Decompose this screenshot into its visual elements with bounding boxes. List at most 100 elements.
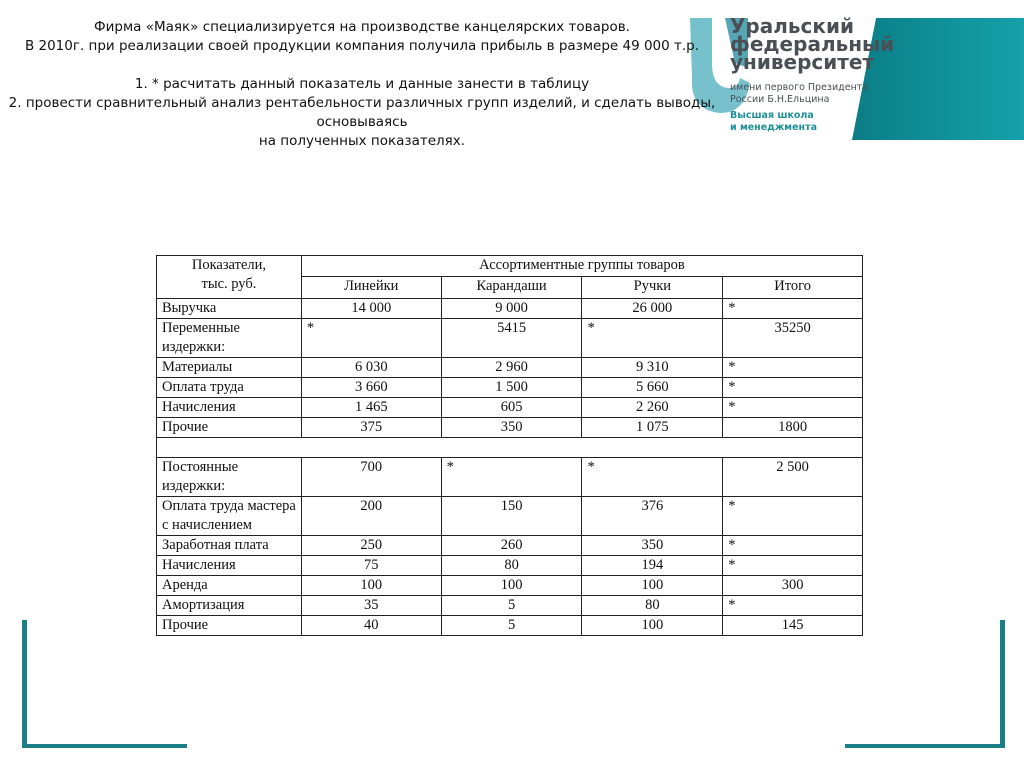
cell: 6 030 (300, 357, 442, 378)
cell: * (722, 377, 863, 398)
row-label: Постоянные издержки: (156, 457, 302, 497)
title-line (8, 56, 716, 75)
row-label: Аренда (156, 575, 302, 596)
cell: 35 (300, 595, 442, 616)
cell: 100 (300, 575, 442, 596)
task-1: 1. * расчитать данный показатель и данны… (134, 76, 590, 92)
table-row: Заработная плата 250 260 350 * (156, 535, 863, 556)
cell: 1 465 (300, 397, 442, 418)
cell: 194 (581, 555, 724, 576)
cell: 200 (300, 496, 442, 536)
header-text: Показатели, (191, 257, 267, 273)
logo-text: федеральный (730, 32, 895, 56)
cell: * (722, 357, 863, 378)
table-row: Аренда 100 100 100 300 (156, 575, 863, 596)
column-header: Ручки (581, 276, 724, 299)
cell: 5 660 (581, 377, 724, 398)
row-label: Выручка (156, 298, 302, 319)
header-row-label: Показатели, тыс. руб. (156, 255, 302, 299)
cell: * (300, 318, 442, 358)
title-line: Фирма «Маяк» специализируется на произво… (94, 19, 630, 35)
row-label: Заработная плата (156, 535, 302, 556)
cell: 605 (440, 397, 583, 418)
cell: 250 (300, 535, 442, 556)
row-label: Оплата труда мастера с начислением (156, 496, 302, 536)
row-label: Материалы (156, 357, 302, 378)
table-row: Прочие 375 350 1 075 1800 (156, 417, 863, 438)
corner-bracket-left (22, 620, 187, 748)
cell: 75 (300, 555, 442, 576)
cost-table: Показатели, тыс. руб. Ассортиментные гру… (156, 255, 864, 636)
cell: 9 000 (440, 298, 583, 319)
cell: * (722, 555, 863, 576)
cell: 2 500 (722, 457, 863, 497)
cell: 100 (581, 615, 724, 636)
table-row: Постоянные издержки: 700 * * 2 500 (156, 457, 863, 497)
cell: 1800 (722, 417, 863, 438)
row-label: Прочие (156, 615, 302, 636)
cell: 260 (440, 535, 583, 556)
cell: * (722, 298, 863, 319)
slide-title: Фирма «Маяк» специализируется на произво… (8, 18, 716, 151)
header-text: тыс. руб. (201, 276, 257, 292)
row-label: Начисления (156, 555, 302, 576)
row-label: Амортизация (156, 595, 302, 616)
cell: 26 000 (581, 298, 724, 319)
table-row: Переменные издержки: * 5415 * 35250 (156, 318, 863, 358)
cell: 1 075 (581, 417, 724, 438)
cell: 3 660 (300, 377, 442, 398)
header-group: Ассортиментные группы товаров (300, 255, 864, 277)
cell: 80 (581, 595, 724, 616)
table-row: Начисления 1 465 605 2 260 * (156, 397, 863, 418)
column-header: Карандаши (440, 276, 583, 299)
cell: 5 (440, 615, 583, 636)
column-header: Итого (722, 276, 863, 299)
logo-band (852, 18, 1024, 140)
cell: 375 (300, 417, 442, 438)
cell: 150 (440, 496, 583, 536)
title-line: В 2010г. при реализации своей продукции … (24, 38, 700, 54)
row-label: Прочие (156, 417, 302, 438)
cell: 100 (581, 575, 724, 596)
blank-row (156, 437, 863, 458)
cell: * (722, 535, 863, 556)
cell: 2 960 (440, 357, 583, 378)
table-row: Амортизация 35 5 80 * (156, 595, 863, 616)
cell: 5415 (440, 318, 583, 358)
cell: * (581, 318, 724, 358)
column-header: Линейки (300, 276, 442, 299)
corner-bracket-right (845, 620, 1005, 748)
cell: 40 (300, 615, 442, 636)
table-row: Материалы 6 030 2 960 9 310 * (156, 357, 863, 378)
cell: 1 500 (440, 377, 583, 398)
logo-text: России Б.Н.Ельцина (730, 94, 830, 105)
logo-text: Высшая школа (730, 110, 814, 121)
cell: 2 260 (581, 397, 724, 418)
cell: 80 (440, 555, 583, 576)
cell: 14 000 (300, 298, 442, 319)
table-row: Прочие 40 5 100 145 (156, 615, 863, 636)
table-row (156, 437, 863, 458)
logo-text: университет (730, 50, 875, 74)
logo-text: имени первого Президента (730, 82, 869, 93)
logo-text: Уральский (730, 14, 854, 38)
university-logo (690, 14, 750, 124)
task-2: 2. провести сравнительный анализ рентабе… (8, 95, 716, 130)
cell: * (722, 595, 863, 616)
table-row: Начисления 75 80 194 * (156, 555, 863, 576)
cell: * (440, 457, 583, 497)
task-2-cont: на полученных показателях. (258, 133, 466, 149)
cell: 376 (581, 496, 724, 536)
logo-text: и менеджмента (730, 122, 817, 133)
row-label: Оплата труда (156, 377, 302, 398)
table-row: Оплата труда 3 660 1 500 5 660 * (156, 377, 863, 398)
row-label: Переменные издержки: (156, 318, 302, 358)
cell: 350 (581, 535, 724, 556)
row-label: Начисления (156, 397, 302, 418)
cell: 35250 (722, 318, 863, 358)
cell: * (581, 457, 724, 497)
table-row: Выручка 14 000 9 000 26 000 * (156, 298, 863, 319)
cell: * (722, 397, 863, 418)
cell: 300 (722, 575, 863, 596)
cell: * (722, 496, 863, 536)
